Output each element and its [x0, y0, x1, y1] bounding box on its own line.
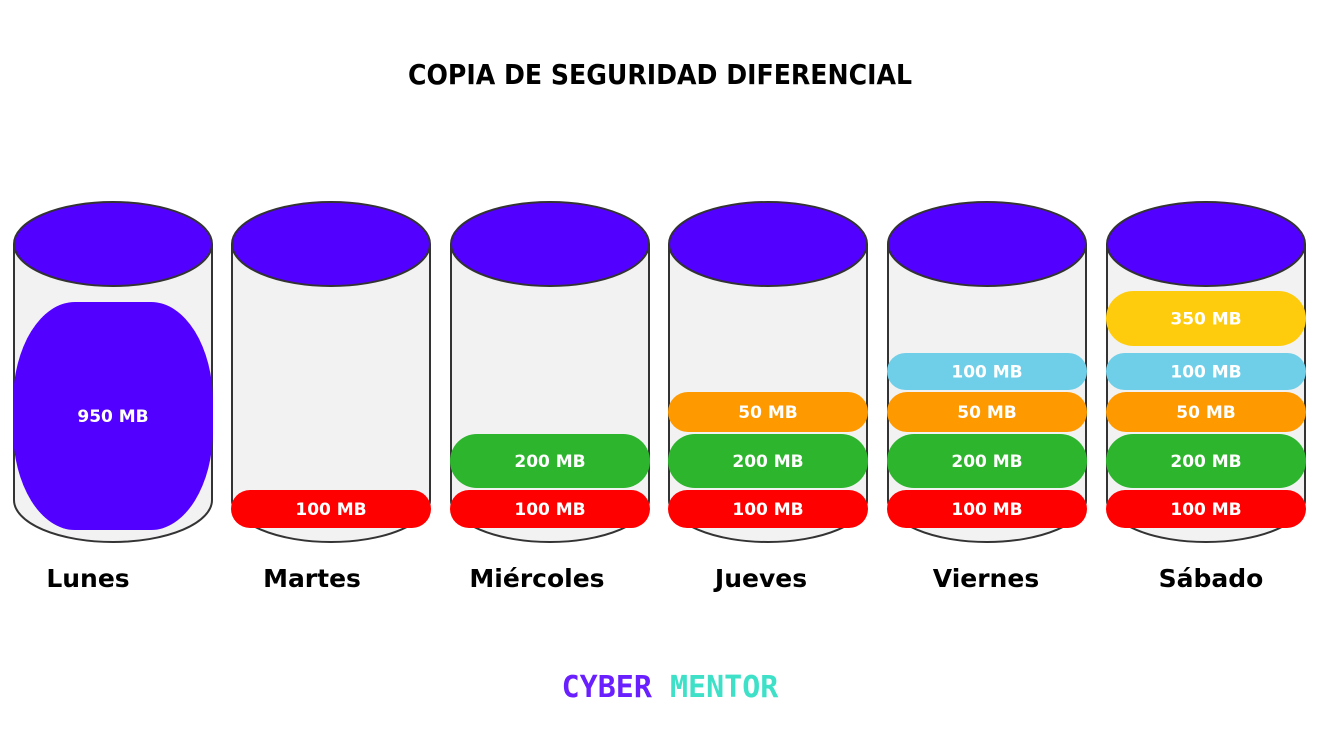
segment: [1106, 353, 1306, 390]
segment-label: 100 MB: [295, 500, 366, 520]
segment: [450, 434, 650, 488]
segment-label: 50 MB: [957, 403, 1016, 423]
logo: CYBER MENTOR: [562, 670, 780, 705]
segment: [668, 392, 868, 432]
segment-label: 50 MB: [738, 403, 797, 423]
cylinder: 950 MB Lunes: [13, 201, 213, 593]
logo-cyber: CYBER: [562, 670, 653, 705]
day-label: Martes: [263, 564, 361, 593]
cylinders: 950 MB Lunes 100 MB Martes 100 MB 200 MB Miérc…: [13, 201, 1306, 593]
segment-label: 100 MB: [732, 500, 803, 520]
cylinder-top: [450, 201, 650, 287]
cylinder-top: [1106, 201, 1306, 287]
cylinder-top: [231, 201, 431, 287]
day-label: Lunes: [46, 564, 129, 593]
segment: [887, 353, 1087, 390]
cylinder: 100 MB 200 MB 50 MB 100 MB 350 MB Sábado: [1106, 201, 1306, 593]
segment-label: 950 MB: [77, 407, 148, 427]
segment-label: 200 MB: [732, 452, 803, 472]
segment: [1106, 490, 1306, 528]
cylinder: 100 MB 200 MB Miércoles: [450, 201, 650, 593]
segment: [1106, 434, 1306, 488]
segment-label: 100 MB: [514, 500, 585, 520]
segment: [887, 490, 1087, 528]
cylinder-top: [13, 201, 213, 287]
segment: [450, 490, 650, 528]
cylinder-top: [887, 201, 1087, 287]
segment: [668, 434, 868, 488]
day-label: Sábado: [1159, 564, 1264, 593]
segment: [887, 434, 1087, 488]
segment: [1106, 291, 1306, 346]
segment-label: 350 MB: [1170, 310, 1241, 330]
segment-label: 200 MB: [951, 452, 1022, 472]
logo-mentor: MENTOR: [670, 670, 779, 705]
segment-label: 100 MB: [1170, 363, 1241, 383]
segment-label: 100 MB: [951, 363, 1022, 383]
segment-label: 200 MB: [1170, 452, 1241, 472]
segment-label: 200 MB: [514, 452, 585, 472]
segment-label: 100 MB: [951, 500, 1022, 520]
cylinder-top: [668, 201, 868, 287]
segment: [668, 490, 868, 528]
day-label: Miércoles: [469, 564, 604, 593]
segment: [1106, 392, 1306, 432]
title: COPIA DE SEGURIDAD DIFERENCIAL: [408, 58, 912, 91]
segment-label: 50 MB: [1176, 403, 1235, 423]
segment: [887, 392, 1087, 432]
cylinder: 100 MB Martes: [231, 201, 431, 593]
day-label: Jueves: [713, 564, 807, 593]
cylinder: 100 MB 200 MB 50 MB Jueves: [668, 201, 868, 593]
segment: [13, 302, 213, 530]
segment-label: 100 MB: [1170, 500, 1241, 520]
day-label: Viernes: [933, 564, 1039, 593]
segment: [231, 490, 431, 528]
cylinder: 100 MB 200 MB 50 MB 100 MB Viernes: [887, 201, 1087, 593]
